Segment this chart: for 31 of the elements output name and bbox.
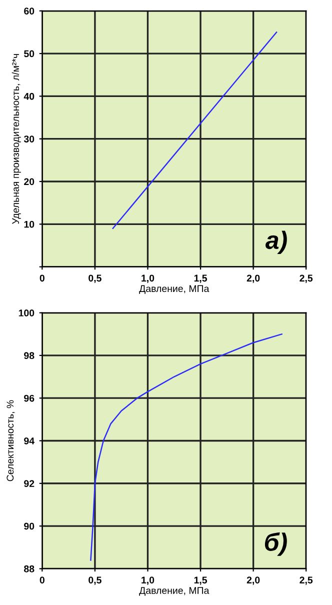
y-tick-label: 60 <box>24 8 34 15</box>
x-tick-label: 1,0 <box>142 576 154 585</box>
y-tick-label: 50 <box>24 50 34 58</box>
x-tick-label: 2,0 <box>246 274 260 283</box>
x-axis-title: Давление, МПа <box>139 587 210 596</box>
y-tick-label: 88 <box>24 565 34 572</box>
y-tick-label: 30 <box>24 136 34 142</box>
y-axis-title: Удельная производительность, л/м²*ч <box>12 54 21 224</box>
x-tick-label: 0 <box>40 576 44 584</box>
y-tick-label: 92 <box>24 480 34 488</box>
y-tick-label: 20 <box>24 178 34 186</box>
y-tick-label: 40 <box>24 92 34 100</box>
x-axis-title: Давление, МПа <box>139 285 210 294</box>
annotation: а) <box>266 230 287 254</box>
x-tick-label: 2,5 <box>300 274 313 283</box>
y-tick-label: 100 <box>18 310 34 316</box>
y-tick-label: 96 <box>24 394 34 402</box>
x-tick-label: 2,0 <box>246 576 260 585</box>
y-tick-label: 94 <box>24 437 34 444</box>
x-tick-label: 0,5 <box>88 274 102 283</box>
x-tick-label: 1,0 <box>142 274 154 283</box>
y-tick-label: 90 <box>24 522 34 530</box>
y-axis-title: Селективность, % <box>6 400 15 482</box>
x-tick-label: 2,5 <box>300 576 313 585</box>
y-tick-label: 98 <box>24 352 34 360</box>
x-tick-label: 1,5 <box>194 274 208 283</box>
annotation: б) <box>264 532 287 556</box>
x-tick-label: 0,5 <box>88 576 102 585</box>
y-tick-label: 10 <box>24 220 34 228</box>
x-tick-label: 1,5 <box>194 576 208 585</box>
x-tick-label: 0 <box>40 274 44 282</box>
